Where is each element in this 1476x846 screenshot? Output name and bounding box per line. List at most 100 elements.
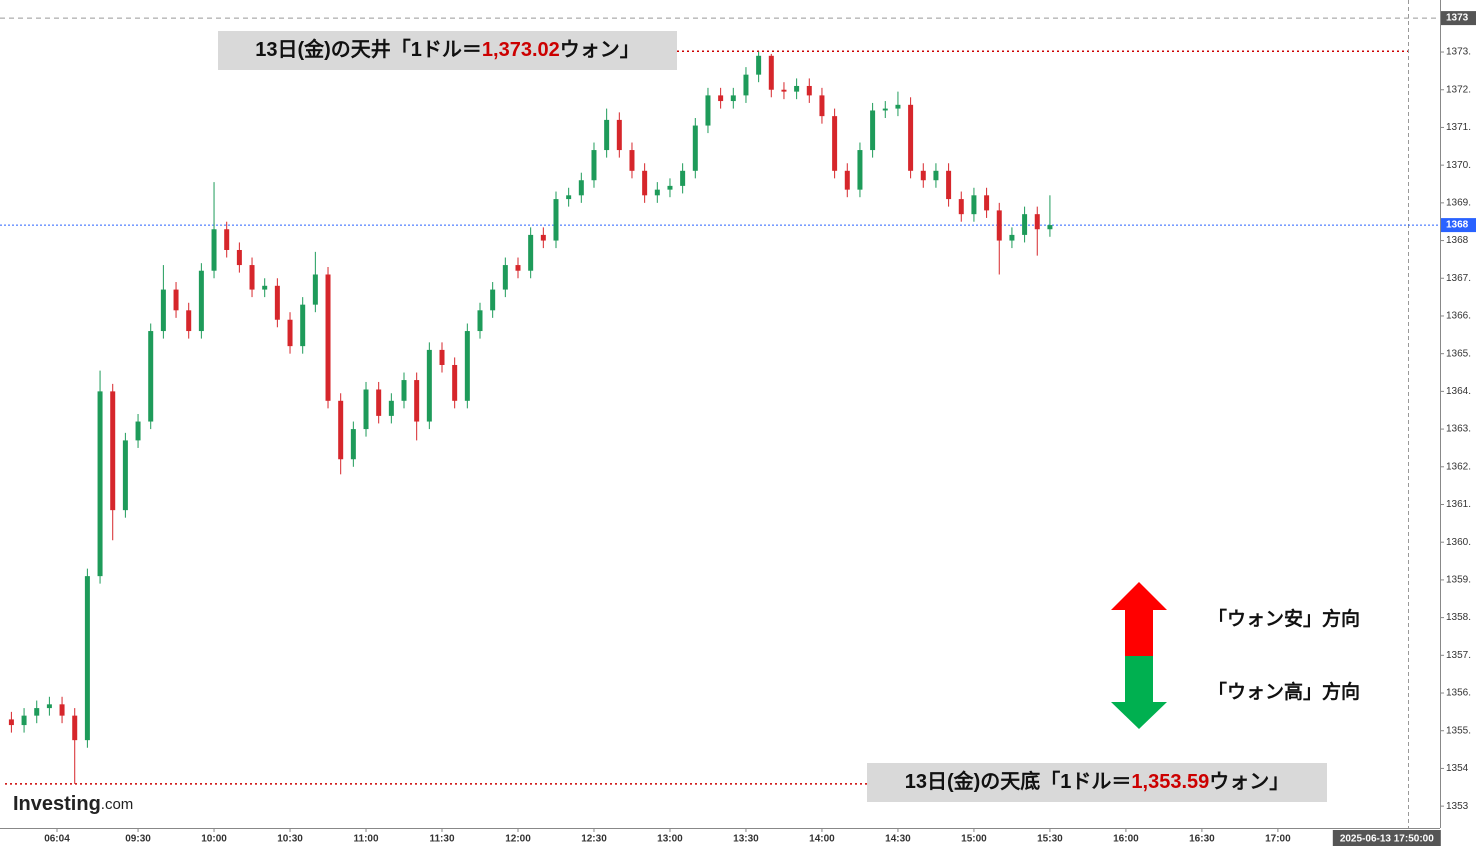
candle-body [528, 234, 534, 271]
candle-body [110, 391, 116, 511]
candle-body [1009, 234, 1015, 241]
candle-body [566, 195, 572, 200]
candle-body [616, 119, 622, 151]
candle-body [173, 289, 179, 311]
candle-body [958, 199, 964, 215]
y-tick-label: 1355. [1446, 725, 1471, 736]
y-tick-label: 1360. [1446, 537, 1471, 548]
y-tick-label: 1354 [1446, 763, 1469, 774]
candle-body [287, 319, 293, 347]
candle-body [540, 234, 546, 241]
candle-body [553, 199, 559, 241]
candle-body [642, 170, 648, 196]
candle-body [844, 170, 850, 190]
x-tick-label: 15:00 [961, 834, 987, 845]
candle-body [654, 189, 660, 196]
candle-body [198, 270, 204, 332]
candle-body [363, 389, 369, 430]
y-tick-label: 1373. [1446, 47, 1471, 58]
y-tick-label: 1353 [1446, 801, 1469, 812]
candle-body [160, 289, 166, 332]
candle-body [667, 185, 673, 190]
y-tick-label: 1361. [1446, 499, 1471, 510]
candle-body [781, 89, 787, 92]
candle-body [920, 170, 926, 181]
candle-body [8, 719, 14, 726]
candle-body [908, 104, 914, 171]
candle-body [325, 274, 331, 401]
candle-body [186, 310, 192, 332]
annotation-text: 13日(金)の天井「1ドル＝1,373.02ウォン」 [255, 37, 640, 61]
candle-body [350, 429, 356, 460]
annotation-box [867, 763, 1327, 802]
candle-body [578, 180, 584, 196]
candle-body [1047, 225, 1053, 230]
candle-body [59, 704, 65, 716]
candle-body [946, 170, 952, 200]
candle-body [870, 110, 876, 151]
candle-body [477, 310, 483, 332]
candle-body [452, 364, 458, 401]
candle-body [604, 119, 610, 151]
price-marker-bg [1441, 218, 1476, 233]
logo: Investing.com [13, 793, 133, 815]
candle-body [34, 708, 40, 716]
x-tick-label: 17:00 [1265, 834, 1291, 845]
up-arrow [1111, 582, 1167, 656]
y-tick-label: 1366. [1446, 311, 1471, 322]
y-tick-label: 1370. [1446, 160, 1471, 171]
candle-body [1034, 214, 1040, 230]
y-tick-label: 1372. [1446, 84, 1471, 95]
candle-body [236, 249, 242, 266]
annotation-value: 1,353.59 [1131, 771, 1209, 793]
candle-body [84, 576, 90, 741]
annotation-text: 13日(金)の天底「1ドル＝1,353.59ウォン」 [905, 769, 1290, 793]
candle-body [984, 195, 990, 211]
candle-body [730, 95, 736, 102]
candle-body [72, 715, 78, 741]
x-tick-label: 14:30 [885, 834, 911, 845]
candle-body [718, 95, 724, 102]
down-arrow [1111, 656, 1167, 729]
x-tick-label: 15:30 [1037, 834, 1063, 845]
candle-body [692, 125, 698, 171]
logo-suffix: .com [101, 796, 134, 813]
annotation-suffix: ウォン」 [1209, 770, 1289, 793]
crosshair-label-bg [1332, 830, 1441, 846]
x-tick-label: 12:30 [581, 834, 607, 845]
legend-arrows [1111, 582, 1167, 729]
candle-body [756, 55, 762, 75]
candle-body [249, 265, 255, 290]
x-tick-label: 06:04 [44, 834, 70, 845]
candle-body [414, 380, 420, 422]
annotation-prefix: 13日(金)の天井「1ドル＝ [255, 37, 482, 61]
candle-body [768, 55, 774, 90]
candle-body [591, 150, 597, 181]
price-marker-label: 1368 [1446, 220, 1469, 231]
candle-body [148, 331, 154, 422]
annotation-value: 1,373.02 [482, 39, 560, 61]
logo-name: Investing [13, 793, 101, 815]
y-tick-label: 1362. [1446, 461, 1471, 472]
candle-body [502, 265, 508, 290]
y-tick-label: 1368 [1446, 235, 1469, 246]
price-marker-label: 1373 [1446, 13, 1469, 24]
candle-body [122, 440, 128, 511]
candle-body [680, 170, 686, 186]
candle-body [312, 274, 318, 305]
x-tick-label: 11:00 [354, 834, 379, 845]
y-tick-label: 1369. [1446, 197, 1471, 208]
candle-body [426, 349, 432, 422]
candle-body [490, 289, 496, 311]
candle-body [882, 108, 888, 111]
x-tick-label: 11:30 [429, 834, 454, 845]
candle-body [819, 95, 825, 117]
candle-body [401, 380, 407, 401]
y-tick-label: 1363. [1446, 424, 1471, 435]
candle-body [376, 389, 382, 416]
candle-body [300, 304, 306, 347]
crosshair-label: 2025-06-13 17:50:00 [1340, 834, 1434, 845]
candle-body [274, 285, 280, 320]
